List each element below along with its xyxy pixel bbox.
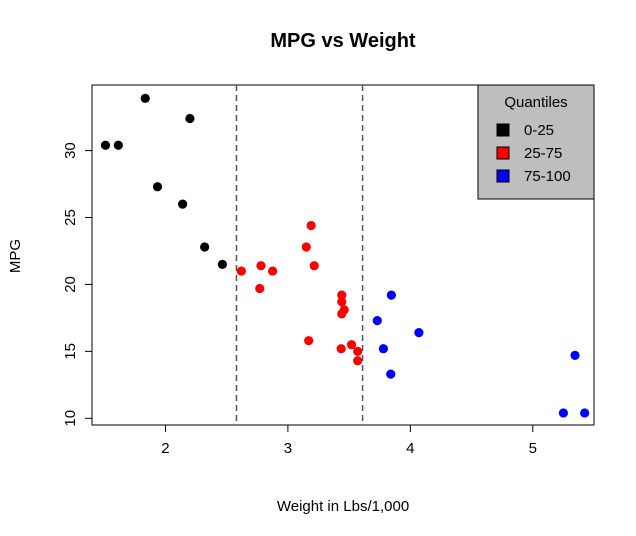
data-point [100,140,111,150]
x-tick-label: 3 [284,440,292,457]
x-axis: 2 3 4 5 [161,424,537,457]
data-point [236,266,246,276]
data-point [337,297,347,307]
data-point [152,182,163,192]
data-point [386,290,396,300]
legend-swatch [496,146,510,160]
data-point [570,350,580,360]
data-point [309,261,319,271]
data-point [339,305,349,315]
data-point [304,336,314,346]
data-point [185,113,195,124]
x-tick-label: 2 [161,440,169,457]
legend-entry: 75-100 [524,168,571,185]
data-point [414,328,424,338]
legend: Quantiles 0-25 25-75 75-100 [477,84,595,200]
legend-entry: 0-25 [524,122,554,139]
y-tick-label: 30 [62,142,79,159]
data-point [378,344,389,354]
data-point [336,344,346,354]
data-point [372,315,382,326]
x-tick-label: 4 [406,440,414,457]
data-point [200,242,210,252]
data-point [346,340,357,350]
data-point [140,93,150,103]
y-axis-label: MPG [7,239,24,273]
data-point [386,369,396,379]
data-point [256,261,266,271]
legend-swatch [496,123,510,137]
legend-entry: 25-75 [524,145,562,162]
data-point [353,356,363,366]
chart-title: MPG vs Weight [270,30,416,52]
data-point [255,283,265,294]
data-point [580,408,590,418]
x-tick-label: 5 [529,440,537,457]
data-point [113,140,123,150]
x-axis-label: Weight in Lbs/1,000 [277,498,409,515]
legend-title: Quantiles [504,94,567,111]
y-tick-label: 20 [62,276,79,293]
data-point [267,266,278,276]
y-tick-label: 25 [62,209,79,226]
data-point [306,220,316,231]
y-axis: 10 15 20 25 30 [62,142,93,427]
data-point [353,346,363,356]
data-points [100,93,590,418]
legend-swatch [496,169,510,183]
data-point [558,408,568,418]
data-point [337,290,347,300]
data-point [217,259,227,269]
quantile-lines [235,85,364,425]
data-point [178,199,188,209]
y-tick-label: 10 [62,410,79,427]
data-point [301,242,311,252]
y-tick-label: 15 [62,343,79,360]
